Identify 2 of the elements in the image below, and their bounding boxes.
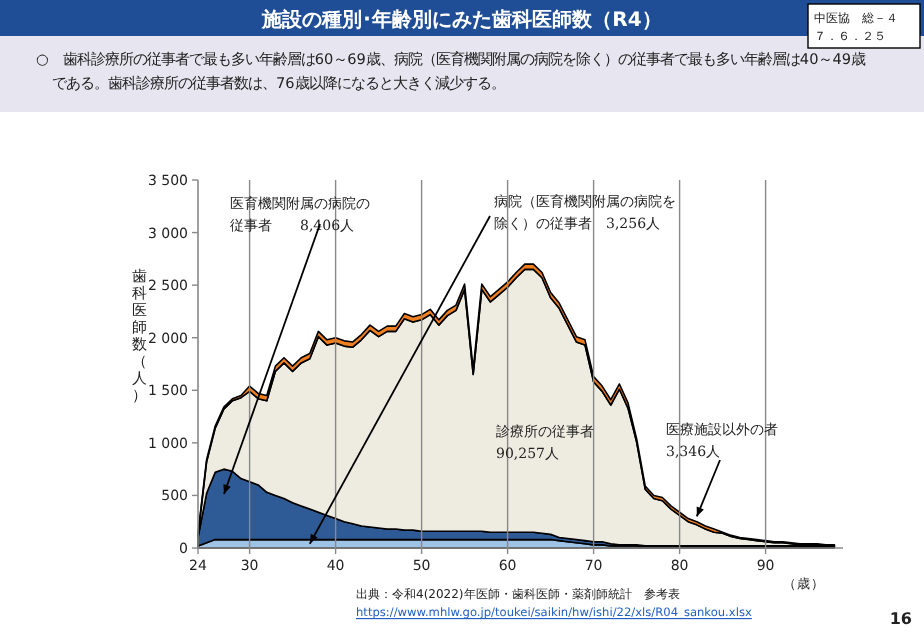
chart-title: 施設の種別･年齢別にみた歯科医師数（R4） bbox=[260, 8, 662, 32]
text: 16 bbox=[889, 610, 913, 628]
